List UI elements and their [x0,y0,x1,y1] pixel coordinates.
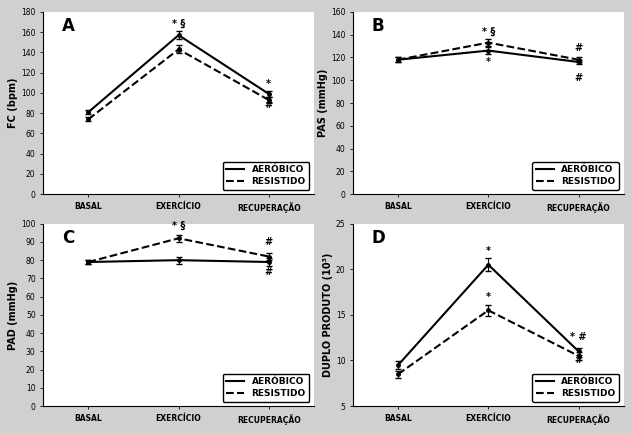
Y-axis label: DUPLO PRODUTO (10³): DUPLO PRODUTO (10³) [323,253,333,377]
Text: *: * [176,49,181,59]
Text: *: * [486,292,491,302]
Text: * §: * § [172,221,185,231]
Y-axis label: PAS (mmHg): PAS (mmHg) [318,69,328,137]
Text: #: # [265,267,273,277]
Text: * #: * # [570,332,586,342]
Legend: AERÓBICO, RESISTIDO: AERÓBICO, RESISTIDO [532,374,619,401]
Legend: AERÓBICO, RESISTIDO: AERÓBICO, RESISTIDO [222,374,310,401]
Text: C: C [62,229,75,247]
Text: * §: * § [172,19,185,29]
Text: #: # [265,237,273,247]
Text: #: # [574,72,583,83]
Text: *: * [266,79,271,89]
Y-axis label: PAD (mmHg): PAD (mmHg) [8,280,18,349]
Legend: AERÓBICO, RESISTIDO: AERÓBICO, RESISTIDO [532,162,619,190]
Text: B: B [372,17,384,36]
Text: * §: * § [482,27,495,37]
Text: #: # [574,355,583,365]
Text: *: * [486,246,491,255]
Text: A: A [62,17,75,36]
Text: #: # [574,43,583,53]
Y-axis label: FC (bpm): FC (bpm) [8,78,18,128]
Text: D: D [372,229,386,247]
Text: #: # [265,100,273,110]
Text: *: * [486,57,491,67]
Legend: AERÓBICO, RESISTIDO: AERÓBICO, RESISTIDO [222,162,310,190]
